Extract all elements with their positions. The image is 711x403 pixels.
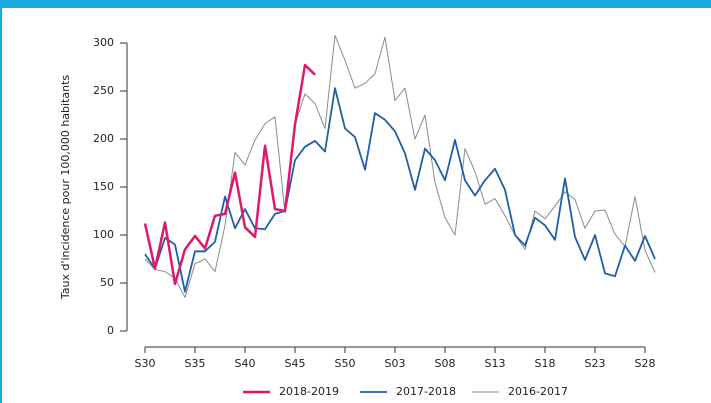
legend-label: 2016-2017 [508, 385, 568, 398]
x-tick-label: S45 [285, 357, 306, 370]
x-tick-label: S03 [385, 357, 406, 370]
series-line [144, 34, 656, 298]
x-tick-label: S23 [585, 357, 606, 370]
y-tick-label: 0 [107, 324, 114, 337]
x-tick-label: S50 [335, 357, 356, 370]
x-tick-label: S13 [485, 357, 506, 370]
y-tick-label: 300 [93, 36, 114, 49]
x-tick-label: S30 [135, 357, 156, 370]
banner [0, 0, 711, 8]
y-axis-label: Taux d'incidence pour 100,000 habitants [59, 75, 72, 301]
y-tick-label: 100 [93, 228, 114, 241]
x-tick-label: S28 [635, 357, 656, 370]
left-border [0, 0, 2, 403]
series-line [143, 63, 316, 286]
x-tick-label: S18 [535, 357, 556, 370]
series-line [144, 87, 656, 293]
y-tick-label: 200 [93, 132, 114, 145]
x-tick-label: S08 [435, 357, 456, 370]
x-tick-label: S35 [185, 357, 206, 370]
x-tick-label: S40 [235, 357, 256, 370]
legend-label: 2017-2018 [396, 385, 456, 398]
y-tick-label: 250 [93, 84, 114, 97]
legend-label: 2018-2019 [279, 385, 339, 398]
y-tick-label: 150 [93, 180, 114, 193]
y-tick-label: 50 [100, 276, 114, 289]
